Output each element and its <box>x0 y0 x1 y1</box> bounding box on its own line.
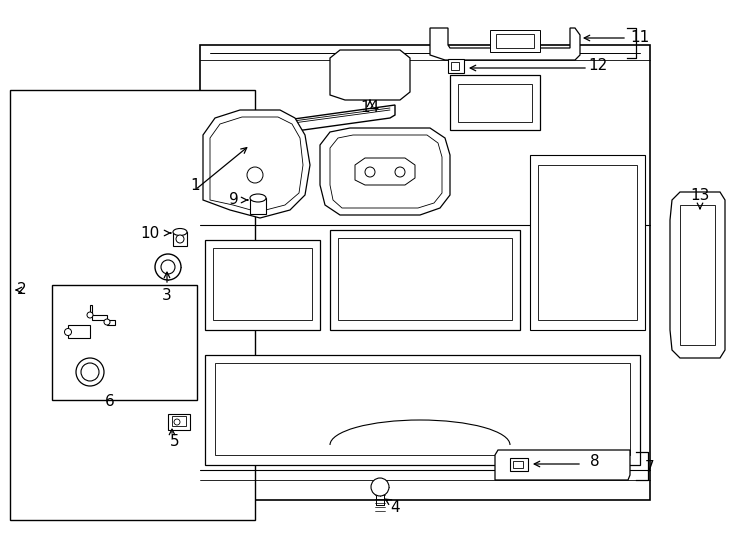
Polygon shape <box>205 355 640 465</box>
Text: 3: 3 <box>162 287 172 302</box>
Text: 8: 8 <box>590 455 600 469</box>
Bar <box>52 285 197 400</box>
Polygon shape <box>430 28 580 60</box>
Bar <box>172 416 186 426</box>
Text: 2: 2 <box>17 282 27 298</box>
Bar <box>168 414 190 430</box>
Polygon shape <box>670 192 725 358</box>
Text: 14: 14 <box>360 100 379 116</box>
Circle shape <box>247 167 263 183</box>
Text: 10: 10 <box>140 226 159 240</box>
Circle shape <box>371 478 389 496</box>
Polygon shape <box>495 450 630 480</box>
Bar <box>338 238 512 320</box>
Polygon shape <box>68 325 90 338</box>
Polygon shape <box>215 363 630 455</box>
Circle shape <box>76 358 104 386</box>
Text: 13: 13 <box>690 187 710 202</box>
Polygon shape <box>90 305 115 325</box>
Text: 1: 1 <box>190 178 200 192</box>
Bar <box>10 90 255 520</box>
Bar <box>330 230 520 330</box>
Polygon shape <box>355 158 415 185</box>
Bar <box>538 165 637 320</box>
Polygon shape <box>200 45 650 500</box>
Bar <box>510 458 528 471</box>
Polygon shape <box>55 105 395 163</box>
Bar <box>250 198 266 214</box>
Circle shape <box>161 260 175 274</box>
Polygon shape <box>330 135 442 208</box>
Polygon shape <box>210 117 303 212</box>
Text: 5: 5 <box>170 435 180 449</box>
Text: 4: 4 <box>390 500 400 515</box>
Circle shape <box>174 419 180 425</box>
Bar <box>458 84 532 122</box>
Text: 7: 7 <box>645 460 655 475</box>
Circle shape <box>81 363 99 381</box>
Bar <box>490 30 540 52</box>
Polygon shape <box>680 205 715 345</box>
Bar <box>530 155 645 330</box>
Bar <box>451 62 459 70</box>
Circle shape <box>104 319 110 325</box>
Polygon shape <box>203 110 310 218</box>
Ellipse shape <box>173 228 187 235</box>
Bar <box>448 59 464 73</box>
Circle shape <box>65 328 71 335</box>
Text: 6: 6 <box>105 395 115 409</box>
Circle shape <box>395 167 405 177</box>
Polygon shape <box>320 128 450 215</box>
Polygon shape <box>330 50 410 100</box>
Ellipse shape <box>250 194 266 202</box>
Bar <box>513 461 523 468</box>
Circle shape <box>87 312 93 318</box>
Bar <box>496 34 534 48</box>
Bar <box>173 232 187 246</box>
Text: 11: 11 <box>631 30 650 45</box>
Circle shape <box>155 254 181 280</box>
Text: 12: 12 <box>589 57 608 72</box>
Bar <box>213 248 312 320</box>
Text: 9: 9 <box>229 192 239 207</box>
Circle shape <box>365 167 375 177</box>
Circle shape <box>176 235 184 243</box>
Bar <box>450 75 540 130</box>
Bar <box>205 240 320 330</box>
